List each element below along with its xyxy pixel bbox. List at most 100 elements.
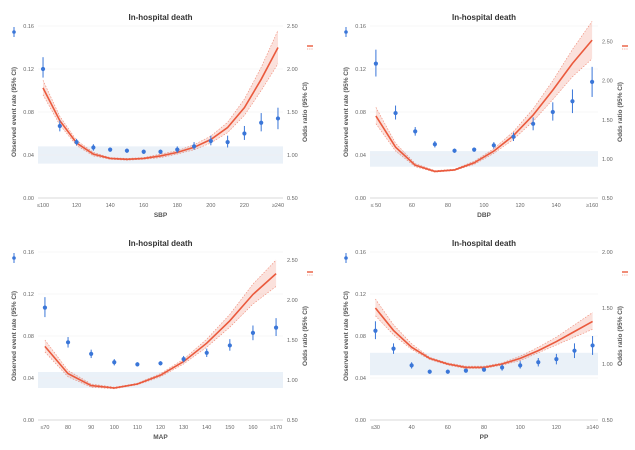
x-tick-label: ≥140 [586,425,598,431]
y-right-tick-label: 2.00 [602,79,613,85]
y-left-tick-label: 0.04 [23,153,34,159]
x-tick-label: 40 [409,425,415,431]
x-axis-label: MAP [153,434,168,441]
x-tick-label: 90 [88,425,94,431]
chart-panel-2: 0.00 0.04 0.08 0.12 0.16 0.50 1.00 1.50 2.00 2.50… [343,13,628,219]
observed-point [191,144,197,149]
observed-point [413,129,418,134]
odds-ratio-ci-line [375,58,593,173]
y-right-axis-label: Odds ratio (95% CI) [302,306,309,366]
x-tick-label: 60 [445,425,451,431]
observed-point [227,343,232,348]
odds-ratio-ci-line [42,30,279,159]
y-left-tick-label: 0.16 [23,24,34,30]
observed-point [554,357,559,362]
x-tick-label: 100 [110,425,119,431]
observed-point [499,365,505,370]
observed-point [65,340,71,345]
observed-point [427,369,432,374]
observed-point [108,147,113,152]
odds-ratio-ci-line [42,63,279,161]
y-left-axis-label: Observed event rate (95% CI) [11,67,18,157]
x-tick-label: 200 [206,203,215,209]
odds-ratio-ci-line [44,286,277,390]
x-tick-label: 140 [551,203,560,209]
odds-ratio-ci-band [375,21,593,173]
observed-point [445,369,450,374]
y-right-tick-label: 0.50 [287,196,298,202]
y-left-tick-label: 0.00 [355,196,366,202]
reference-band [38,372,283,388]
odds-ratio-curve [375,39,593,173]
x-axis-label: SBP [154,212,168,219]
y-right-tick-label: 0.50 [602,418,613,424]
y-left-tick-label: 0.00 [23,418,34,424]
observed-point [393,110,398,116]
y-left-tick-label: 0.08 [355,334,366,340]
observed-point [57,123,62,129]
observed-point [181,357,186,362]
observed-point [373,61,378,66]
y-right-tick-label: 1.00 [602,157,613,163]
observed-point [570,99,575,104]
observed-point [472,147,477,152]
y-left-tick-label: 0.08 [355,110,366,116]
x-tick-label: 80 [445,203,451,209]
observed-point [208,138,213,144]
y-right-tick-label: 2.00 [287,67,298,73]
observed-point [112,360,117,365]
x-tick-label: 160 [139,203,148,209]
x-tick-label: 120 [156,425,165,431]
observed-point [89,351,94,356]
observed-point [409,363,414,368]
chart-panel-3: 0.00 0.04 0.08 0.12 0.16 0.50 1.00 1.50 2.00 2.50… [11,239,313,441]
y-right-axis-label: Odds ratio (95% CI) [617,82,624,142]
observed-point [259,120,264,125]
x-tick-label: 140 [202,425,211,431]
chart-title: In-hospital death [452,13,516,22]
observed-point [531,121,536,126]
observed-point [373,328,378,333]
x-tick-label: 60 [409,203,415,209]
y-left-tick-label: 0.08 [23,334,34,340]
observed-point [550,109,555,115]
y-right-tick-label: 2.00 [602,250,613,256]
y-right-tick-label: 1.50 [602,118,613,124]
observed-point [124,148,130,153]
x-tick-label: 150 [225,425,234,431]
y-left-tick-label: 0.12 [23,292,34,298]
observed-point [91,145,96,150]
odds-ratio-ci-line [375,298,593,367]
y-right-tick-label: 1.50 [602,306,613,312]
y-left-axis-label: Observed event rate (95% CI) [343,67,350,157]
x-tick-label: 80 [481,425,487,431]
observed-point [273,325,279,330]
observed-point [42,305,48,310]
panels: 0.00 0.04 0.08 0.12 0.16 0.50 1.00 1.50 2.00 2.50… [11,13,628,441]
y-right-tick-label: 2.50 [287,24,298,30]
y-left-tick-label: 0.16 [355,24,366,30]
observed-point [452,148,457,153]
y-left-tick-label: 0.16 [355,250,366,256]
observed-point [158,149,163,154]
x-tick-label: ≥160 [586,203,598,209]
x-tick-label: 160 [248,425,257,431]
y-left-axis-label: Observed event rate (95% CI) [11,291,18,381]
y-right-tick-label: 1.00 [602,362,613,368]
observed-point [491,143,496,148]
observed-point [590,79,595,84]
y-left-tick-label: 0.00 [23,196,34,202]
x-tick-label: 120 [515,203,524,209]
x-tick-label: ≤70 [40,425,49,431]
observed-point [432,142,437,147]
y-left-tick-label: 0.08 [23,110,34,116]
y-right-axis-label: Odds ratio (95% CI) [302,82,309,142]
observed-point [511,134,516,139]
y-right-tick-label: 1.00 [287,378,298,384]
y-right-tick-label: 1.00 [287,153,298,159]
observed-point [536,360,541,365]
x-tick-label: 120 [552,425,561,431]
observed-point [74,140,79,145]
x-tick-label: 130 [179,425,188,431]
x-axis-label: PP [480,434,489,441]
